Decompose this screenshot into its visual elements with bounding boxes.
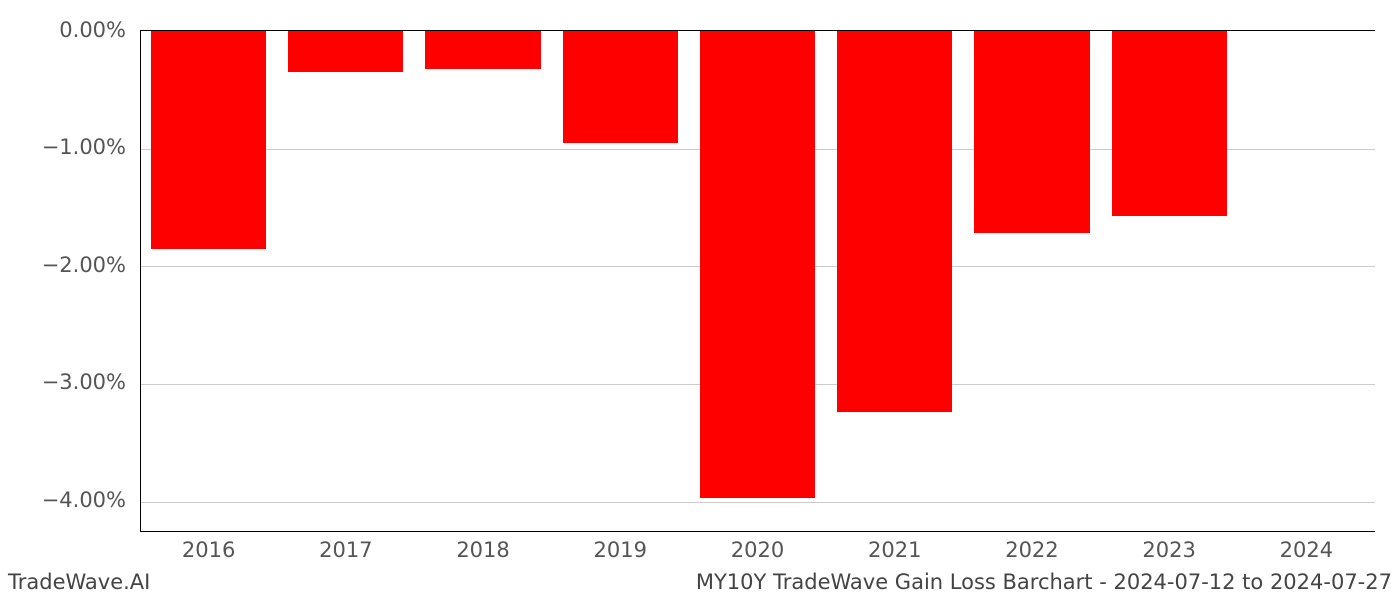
y-tick-label: −3.00% [0, 370, 126, 394]
x-axis-spine [140, 531, 1375, 532]
x-tick-label: 2021 [826, 538, 963, 562]
y-tick-label: −2.00% [0, 253, 126, 277]
x-tick-label: 2022 [963, 538, 1100, 562]
x-tick-label: 2017 [277, 538, 414, 562]
y-axis-spine [140, 31, 141, 531]
y-tick-label: −4.00% [0, 488, 126, 512]
footer-caption: MY10Y TradeWave Gain Loss Barchart - 202… [696, 570, 1392, 594]
plot-area [140, 30, 1375, 530]
x-tick-label: 2018 [414, 538, 551, 562]
x-tick-label: 2016 [140, 538, 277, 562]
bar [563, 31, 678, 143]
x-tick-label: 2024 [1238, 538, 1375, 562]
bar [700, 31, 815, 498]
bar [151, 31, 266, 249]
y-tick-label: −1.00% [0, 135, 126, 159]
bar [974, 31, 1089, 233]
bar [425, 31, 540, 69]
footer-brand: TradeWave.AI [8, 570, 150, 594]
x-tick-label: 2020 [689, 538, 826, 562]
bar [288, 31, 403, 72]
gridline [140, 502, 1375, 503]
x-tick-label: 2019 [552, 538, 689, 562]
chart-container: 0.00%−1.00%−2.00%−3.00%−4.00% 2016201720… [0, 0, 1400, 600]
bar [837, 31, 952, 412]
y-tick-label: 0.00% [0, 18, 126, 42]
x-tick-label: 2023 [1101, 538, 1238, 562]
bar [1112, 31, 1227, 216]
